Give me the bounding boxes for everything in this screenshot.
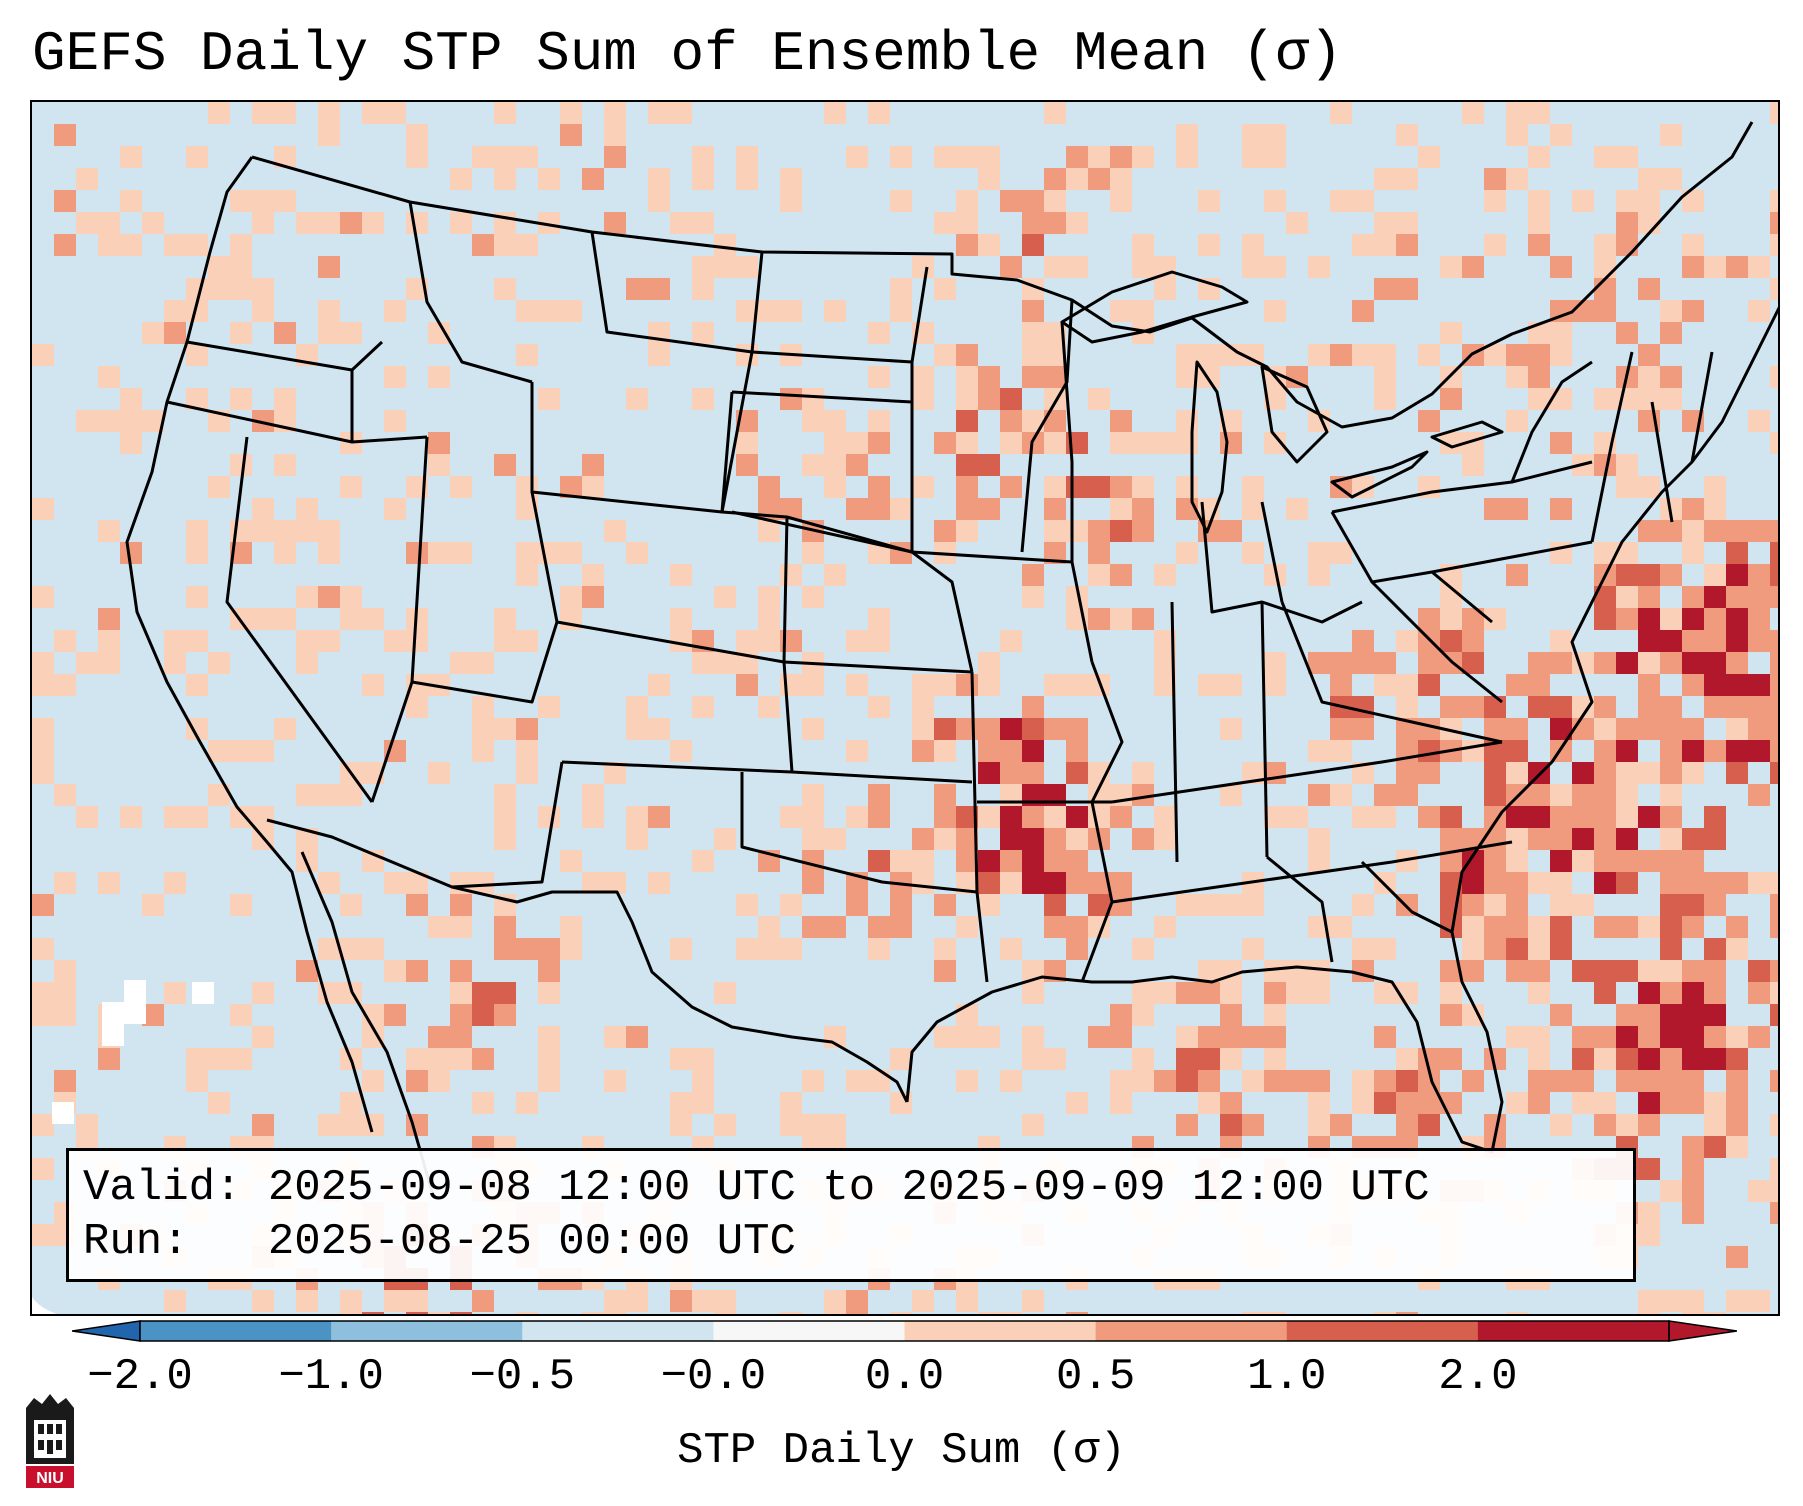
- map-panel: [30, 100, 1780, 1316]
- baja-coastline: [300, 851, 434, 1193]
- stp-map: [32, 102, 1778, 1314]
- colorbar-segment: [522, 1321, 714, 1341]
- colorbar-segment: [713, 1321, 905, 1341]
- lake-ontario: [1430, 420, 1504, 449]
- colorbar-tick-label: −0.0: [660, 1352, 767, 1402]
- stp-cells: [32, 102, 1778, 1314]
- valid-info-box: Valid: 2025-09-08 12:00 UTC to 2025-09-0…: [66, 1148, 1636, 1282]
- us-mexico-border: [266, 818, 909, 1103]
- atlantic-coastline: [1450, 306, 1778, 933]
- lake-michigan: [1190, 360, 1229, 534]
- run-value: 2025-08-25 00:00 UTC: [267, 1217, 796, 1267]
- colorbar-segment: [140, 1321, 332, 1341]
- pacific-coastline: [125, 156, 374, 1133]
- colorbar-segment: [1095, 1321, 1288, 1341]
- niu-logo-text: NIU: [36, 1470, 64, 1487]
- colorbar-ticks: −2.0 −1.0 −0.5 −0.0 0.0 0.5 1.0 2.0: [0, 1352, 1803, 1412]
- colorbar-label: STP Daily Sum (σ): [677, 1426, 1126, 1476]
- niu-logo: NIU: [26, 1394, 74, 1488]
- colorbar-tick-label: 0.5: [1056, 1352, 1136, 1402]
- valid-label: Valid:: [83, 1163, 242, 1213]
- lake-superior: [1060, 270, 1249, 344]
- colorbar-tick-label: 1.0: [1247, 1352, 1327, 1402]
- colorbar-tick-label: −1.0: [278, 1352, 384, 1402]
- boundaries: [125, 121, 1778, 1193]
- run-row: Run: 2025-08-25 00:00 UTC: [83, 1215, 1619, 1269]
- colorbar-segment: [1477, 1321, 1670, 1341]
- colorbar-tick-label: −0.5: [469, 1352, 576, 1402]
- colorbar-tick-label: 2.0: [1438, 1352, 1518, 1402]
- valid-row: Valid: 2025-09-08 12:00 UTC to 2025-09-0…: [83, 1161, 1619, 1215]
- colorbar-segment: [904, 1321, 1097, 1341]
- colorbar-segment: [1286, 1321, 1479, 1341]
- colorbar-extend-low: [72, 1320, 141, 1342]
- colorbar-tick-label: −2.0: [87, 1352, 193, 1402]
- state-lines: [166, 201, 1714, 983]
- lake-huron: [1260, 365, 1329, 464]
- run-label: Run:: [83, 1217, 189, 1267]
- colorbar-segment: [331, 1321, 523, 1341]
- valid-value: 2025-09-08 12:00 UTC to 2025-09-09 12:00…: [267, 1163, 1430, 1213]
- figure-title: GEFS Daily STP Sum of Ensemble Mean (σ): [32, 22, 1343, 86]
- lake-erie: [1330, 450, 1429, 499]
- colorbar-tick-label: 0.0: [864, 1352, 945, 1402]
- gulf-coastline: [905, 931, 1504, 1154]
- us-canada-border: [251, 121, 1754, 429]
- colorbar-extend-high: [1668, 1320, 1737, 1342]
- colorbar: [72, 1320, 1737, 1342]
